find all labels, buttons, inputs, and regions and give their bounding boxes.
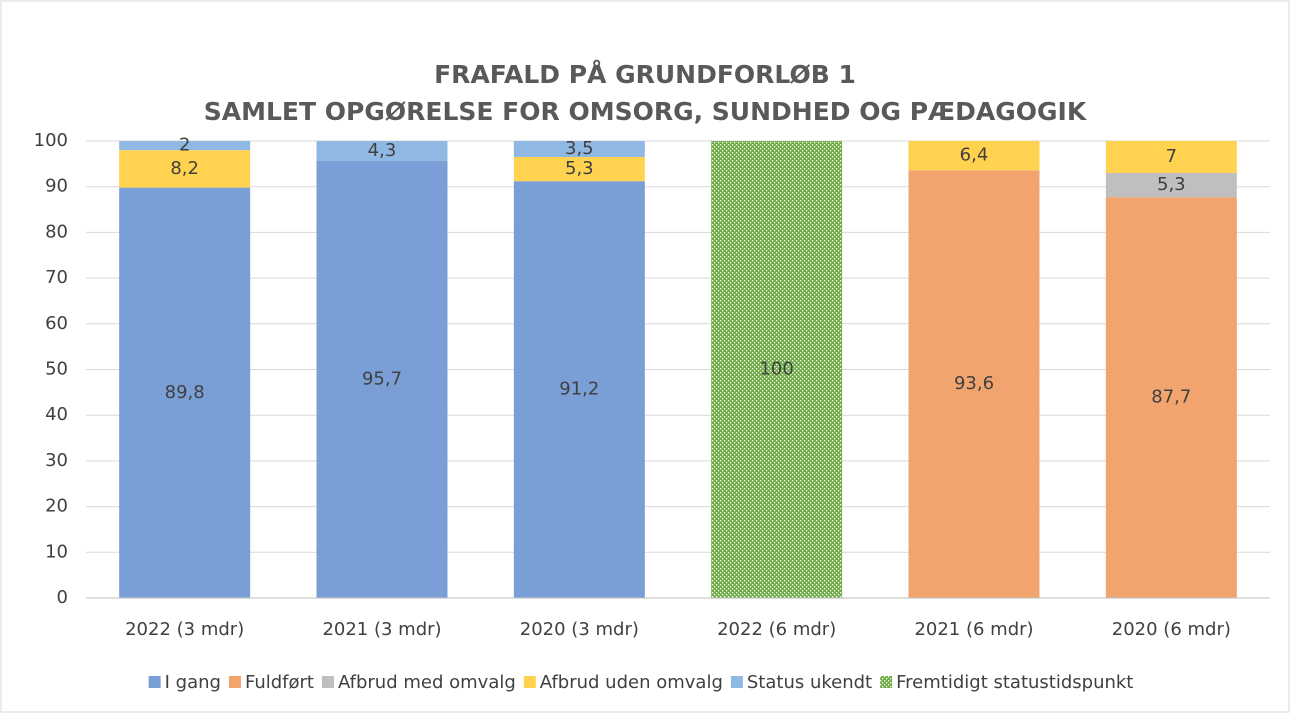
legend-swatch (228, 676, 241, 688)
data-label: 5,3 (565, 158, 594, 179)
legend-swatch (880, 676, 893, 688)
y-tick-label: 20 (45, 496, 68, 517)
x-tick-label: 2020 (6 mdr) (1112, 619, 1231, 640)
bar-segment (513, 141, 645, 157)
bar-segment (513, 181, 645, 598)
data-label: 6,4 (960, 145, 989, 166)
legend-swatch (321, 676, 334, 688)
data-label: 93,6 (954, 373, 994, 394)
x-tick-label: 2021 (6 mdr) (914, 619, 1033, 640)
x-tick-label: 2021 (3 mdr) (322, 619, 441, 640)
data-label: 89,8 (165, 382, 205, 403)
y-tick-label: 40 (45, 404, 68, 425)
bar-segment (119, 141, 251, 151)
bar-segment (1105, 197, 1237, 598)
y-tick-label: 80 (45, 221, 68, 242)
legend-label: Afbrud med omvalg (338, 672, 516, 693)
data-label: 3,5 (565, 138, 594, 159)
y-tick-label: 70 (45, 267, 68, 288)
bar-segment (316, 141, 448, 161)
legend-swatch (523, 676, 536, 688)
chart-title: FRAFALD PÅ GRUNDFORLØB 1 (434, 60, 856, 89)
y-tick-label: 30 (45, 450, 68, 471)
y-tick-label: 100 (34, 130, 68, 151)
bar-segment (119, 150, 251, 188)
data-label: 7 (1166, 146, 1177, 167)
y-tick-label: 50 (45, 359, 68, 380)
data-label: 5,3 (1157, 174, 1186, 195)
chart-subtitle: SAMLET OPGØRELSE FOR OMSORG, SUNDHED OG … (204, 97, 1088, 126)
bar-segment (908, 141, 1040, 171)
bar-segment (1105, 141, 1237, 173)
data-label: 91,2 (559, 379, 599, 400)
data-label: 8,2 (170, 158, 199, 179)
x-tick-label: 2022 (6 mdr) (717, 619, 836, 640)
legend-swatch (730, 676, 743, 688)
y-tick-label: 0 (57, 587, 68, 608)
bar-segment (119, 187, 251, 598)
x-tick-label: 2022 (3 mdr) (125, 619, 244, 640)
data-label: 100 (759, 359, 793, 380)
legend-label: Afbrud uden omvalg (540, 672, 723, 693)
y-tick-label: 60 (45, 313, 68, 334)
bar-segment (711, 141, 843, 598)
legend-label: I gang (165, 672, 221, 693)
y-tick-label: 90 (45, 176, 68, 197)
legend-label: Fremtidigt statustidspunkt (896, 672, 1133, 693)
data-label: 87,7 (1151, 387, 1191, 408)
legend-label: Status ukendt (747, 672, 872, 693)
legend-swatch (148, 676, 161, 688)
bar-segment (908, 170, 1040, 599)
data-label: 95,7 (362, 368, 402, 389)
data-label: 2 (179, 135, 190, 156)
data-label: 4,3 (368, 140, 397, 161)
bar-segment (316, 160, 448, 598)
legend-label: Fuldført (245, 672, 314, 693)
y-tick-label: 10 (45, 541, 68, 562)
bar-segment (513, 156, 645, 182)
bar-segment (1105, 172, 1237, 198)
x-tick-label: 2020 (3 mdr) (520, 619, 639, 640)
